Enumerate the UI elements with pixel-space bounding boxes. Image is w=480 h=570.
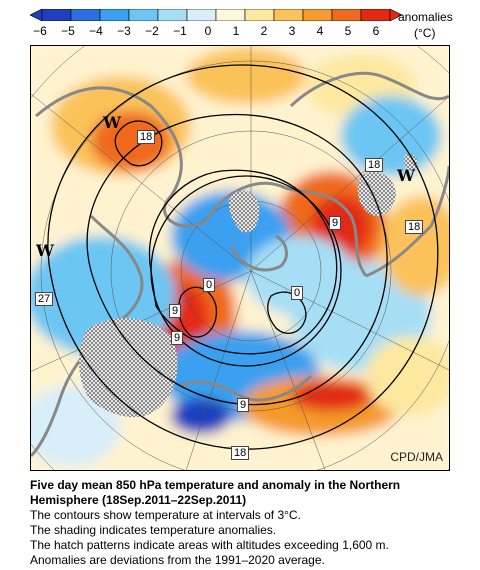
colorbar-swatch [157, 9, 188, 21]
contour-label: 9 [169, 304, 182, 318]
colorbar-tick: −4 [89, 24, 103, 38]
contour-label: 0 [203, 278, 216, 292]
caption-line: Anomalies are deviations from the 1991–2… [30, 553, 325, 567]
contour-label: 27 [35, 292, 54, 306]
colorbar-tick: 1 [232, 24, 240, 38]
map-credit: CPD/JMA [390, 450, 443, 464]
colorbar-tick: 5 [344, 24, 352, 38]
colorbar-tick: −5 [61, 24, 75, 38]
colorbar-tick: −3 [117, 24, 131, 38]
polar-stereographic-map: W W W 18 18 18 27 0 9 9 9 0 9 18 CPD/JMA [30, 45, 450, 471]
colorbar-swatch [331, 9, 362, 21]
contour-label: 18 [405, 220, 424, 234]
coastlines [31, 71, 449, 458]
colorbar-arrow-right [389, 9, 402, 21]
colorbar-swatch [273, 9, 304, 21]
contour-label: 18 [365, 158, 384, 172]
contour-label: 9 [171, 331, 184, 345]
caption-title: Five day mean 850 hPa temperature and an… [30, 478, 401, 507]
colorbar-swatch [215, 9, 246, 21]
colorbar-swatch [244, 9, 275, 21]
warm-center-mark: W [35, 241, 55, 260]
colorbar-units-unit: (°C) [414, 26, 436, 40]
colorbar-units-label: anomalies [398, 10, 453, 24]
colorbar-swatches [30, 9, 402, 21]
anomaly-shading [31, 46, 449, 470]
colorbar-swatch [128, 9, 159, 21]
anomaly-colorbar [30, 9, 402, 21]
colorbar-tick: −1 [173, 24, 187, 38]
colorbar-swatch [360, 9, 391, 21]
contour-label: 9 [237, 398, 250, 412]
colorbar-tick: −6 [33, 24, 47, 38]
colorbar-swatch [99, 9, 130, 21]
warm-center-mark: W [396, 166, 416, 185]
colorbar-swatch [186, 9, 217, 21]
colorbar-tick: 0 [204, 24, 212, 38]
colorbar-tick: 2 [260, 24, 268, 38]
contour-label: 9 [329, 216, 342, 230]
caption-line: The contours show temperature at interva… [30, 508, 301, 522]
colorbar-tick: 6 [372, 24, 380, 38]
caption-line: The hatch patterns indicate areas with a… [30, 538, 389, 552]
contour-label: 18 [231, 446, 250, 460]
colorbar-tick: 4 [316, 24, 324, 38]
contour-label: 0 [291, 286, 304, 300]
colorbar-swatch [41, 9, 72, 21]
figure-caption: Five day mean 850 hPa temperature and an… [30, 478, 470, 568]
contour-label: 18 [137, 130, 156, 144]
colorbar-tick: −2 [145, 24, 159, 38]
colorbar-tick: 3 [288, 24, 296, 38]
temperature-contours [47, 64, 439, 450]
colorbar-swatch [302, 9, 333, 21]
colorbar-arrow-left [30, 9, 43, 21]
warm-center-mark: W [102, 113, 122, 132]
colorbar-swatch [70, 9, 101, 21]
map-canvas: W W W [31, 46, 449, 470]
caption-line: The shading indicates temperature anomal… [30, 523, 277, 537]
